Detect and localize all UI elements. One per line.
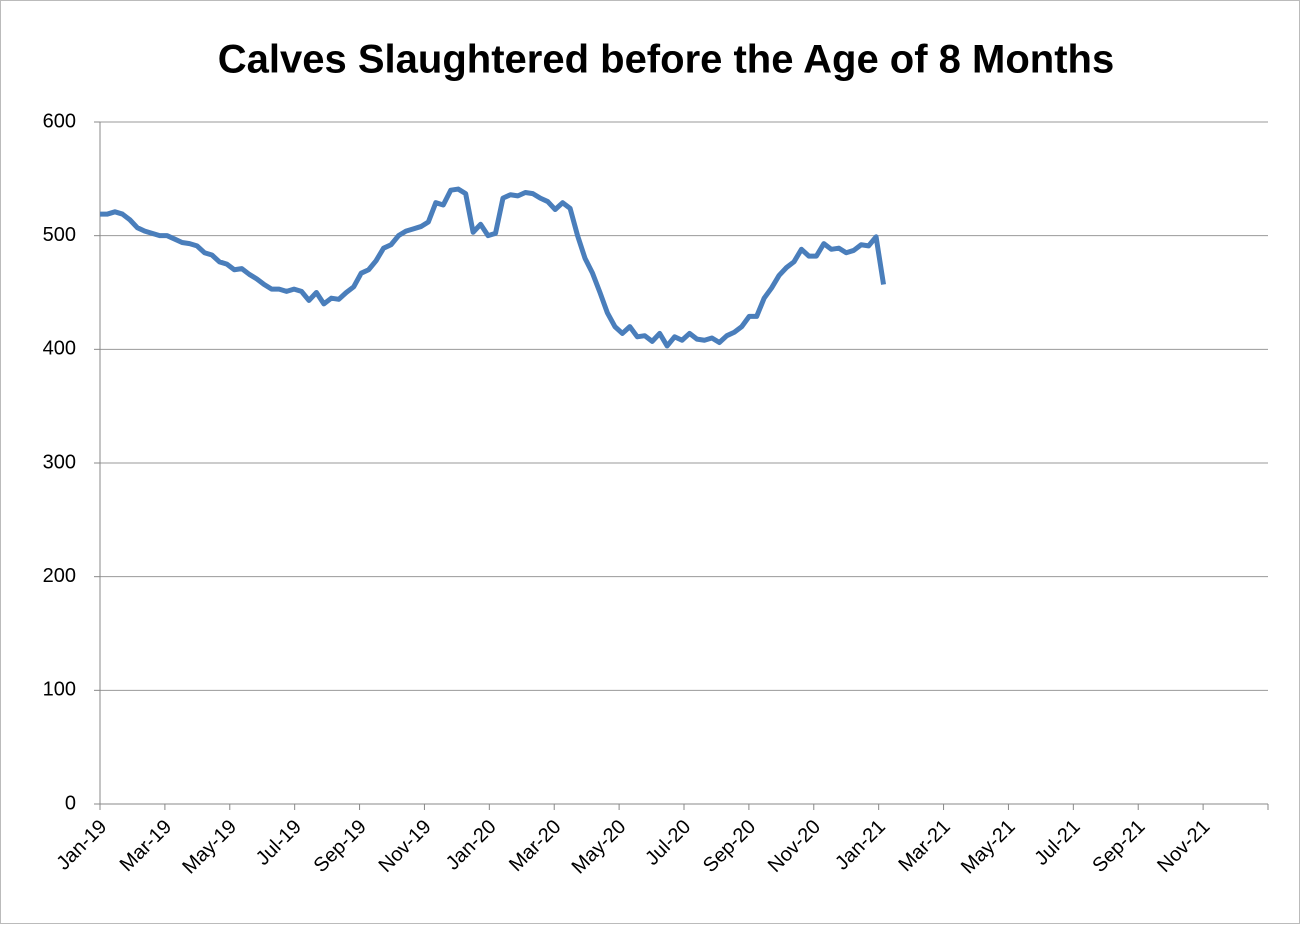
chart-title: Calves Slaughtered before the Age of 8 M…: [218, 38, 1114, 82]
y-tick-label: 400: [43, 338, 76, 360]
y-tick-label: 100: [43, 679, 76, 701]
y-tick-label: 200: [43, 565, 76, 587]
y-tick-label: 500: [43, 224, 76, 246]
y-tick-label: 600: [43, 110, 76, 132]
data-line: [100, 186, 887, 349]
y-tick-label: 0: [65, 792, 76, 814]
y-tick-label: 300: [43, 451, 76, 473]
